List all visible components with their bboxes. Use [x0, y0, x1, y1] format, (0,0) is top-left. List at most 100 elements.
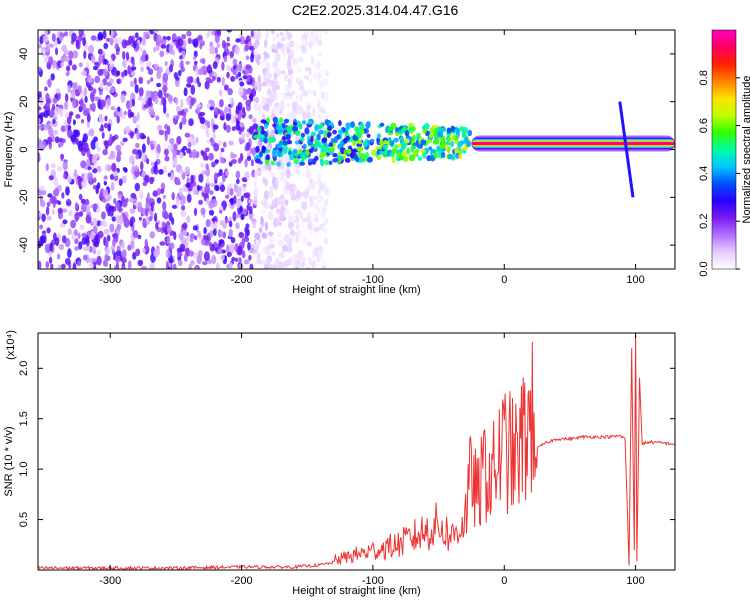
- spectrogram-cell: [139, 46, 143, 52]
- spectrogram-cell: [344, 157, 351, 163]
- spectrogram-cell: [239, 205, 244, 213]
- spectrogram-cell: [329, 147, 335, 153]
- spectrogram-cell: [238, 257, 242, 264]
- spectrogram-cell: [120, 93, 126, 103]
- spectrogram-cell: [254, 232, 261, 240]
- spectrogram-cell: [324, 237, 328, 245]
- spectrogram-cell: [116, 245, 121, 252]
- spectrogram-cell: [308, 78, 314, 84]
- spectrogram-cell: [146, 61, 152, 68]
- spectrogram-cell: [101, 132, 105, 139]
- spectrogram-cell: [295, 94, 300, 102]
- spectrogram-cell: [156, 34, 162, 45]
- spectrogram-cell: [162, 72, 169, 83]
- spectrogram-cell: [433, 152, 439, 159]
- spectrogram-cell: [305, 187, 310, 194]
- spectrogram-cell: [164, 131, 168, 142]
- spectrogram-cell: [266, 82, 272, 87]
- spectrogram-cell: [188, 250, 194, 257]
- spectrogram-cell: [46, 136, 53, 144]
- spectrogram-cell: [245, 192, 251, 199]
- spectrogram-cell: [221, 76, 225, 87]
- spectrogram-cell: [257, 126, 262, 133]
- spectrogram-cell: [242, 75, 249, 80]
- spectrogram-cell: [121, 249, 127, 259]
- spectrogram-cell: [276, 144, 282, 149]
- spectrogram-cell: [144, 238, 148, 249]
- spectrogram-cell: [103, 122, 108, 129]
- spectrogram-cell: [116, 78, 120, 84]
- spectrogram-cell: [64, 257, 71, 266]
- spectrogram-cell: [286, 46, 291, 55]
- spectrogram-cell: [345, 135, 351, 141]
- spectrogram-cell: [318, 52, 323, 58]
- spectrogram-cell: [332, 153, 338, 158]
- spectrogram-cell: [160, 182, 166, 191]
- spectrogram-cell: [39, 224, 44, 230]
- spectrogram-cell: [61, 235, 67, 244]
- spectrogram-cell: [218, 230, 224, 238]
- spectrogram-cell: [41, 213, 46, 222]
- spectrogram-cell: [210, 182, 215, 187]
- spectrogram-cell: [45, 93, 50, 101]
- spectrogram-cell: [156, 143, 161, 154]
- spectrogram-cell: [78, 211, 84, 217]
- spectrogram-cell: [386, 151, 391, 158]
- spectrogram-cell: [146, 91, 152, 96]
- spectrogram-cell: [196, 255, 202, 265]
- spectrogram-cell: [98, 55, 102, 66]
- spectrogram-cell: [164, 60, 168, 67]
- spectrogram-cell: [156, 197, 162, 204]
- spectrogram-cell: [46, 227, 51, 234]
- spectrogram-cell: [39, 185, 45, 191]
- colorbar-label: Normalized spectral amplitude: [741, 76, 750, 224]
- spectrogram-cell: [235, 38, 241, 43]
- spectrogram-cell: [175, 96, 179, 106]
- spectrogram-cell: [209, 106, 214, 111]
- y-tick-label: 40: [18, 48, 30, 60]
- spectrogram-cell: [324, 111, 328, 122]
- spectrogram-cell: [156, 70, 162, 80]
- spectrogram-cell: [162, 194, 167, 199]
- spectrogram-cell: [313, 90, 317, 97]
- spectrogram-cell: [324, 159, 330, 166]
- spectrogram-cell: [235, 213, 241, 219]
- spectrogram-cell: [467, 129, 473, 137]
- spectrogram-cell: [154, 95, 159, 105]
- spectrogram-cell: [53, 129, 59, 136]
- spectrogram-cell: [118, 37, 123, 44]
- spectrogram-cell: [313, 142, 318, 150]
- spectrogram-cell: [371, 149, 377, 157]
- spectrogram-cell: [400, 128, 405, 133]
- spectrogram-cell: [120, 140, 125, 147]
- spectrogram-cell: [228, 229, 233, 238]
- spectrogram-cell: [95, 141, 99, 149]
- spectrogram-cell: [197, 230, 202, 239]
- spectrogram-cell: [322, 206, 326, 212]
- spectrogram-cell: [74, 202, 79, 210]
- spectrogram-cell: [161, 96, 165, 105]
- spectrogram-cell: [92, 184, 97, 190]
- spectrogram-cell: [38, 212, 43, 218]
- spectrogram-cell: [50, 263, 54, 269]
- spectrogram-cell: [44, 244, 51, 248]
- spectrogram-cell: [261, 233, 268, 239]
- spectrogram-cell: [196, 76, 200, 84]
- spectrogram-cell: [422, 151, 427, 159]
- spectrogram-cell: [103, 68, 108, 77]
- spectrogram-cell: [52, 97, 58, 104]
- spectrogram-cell: [92, 217, 98, 227]
- spectrogram-cell: [242, 106, 246, 114]
- spectrogram-cell: [110, 106, 116, 111]
- spectrogram-cell: [284, 260, 290, 267]
- spectrogram-cell: [232, 211, 237, 222]
- spectrogram-cell: [283, 118, 289, 124]
- spectrogram-cell: [64, 31, 68, 37]
- spectrogram-cell: [423, 122, 430, 130]
- spectrogram-cell: [143, 31, 149, 37]
- spectrogram-cell: [104, 253, 108, 263]
- spectrogram-cell: [332, 129, 337, 135]
- spectrogram-cell: [245, 55, 250, 60]
- spectrogram-cell: [137, 259, 144, 267]
- spectrogram-cell: [80, 90, 85, 100]
